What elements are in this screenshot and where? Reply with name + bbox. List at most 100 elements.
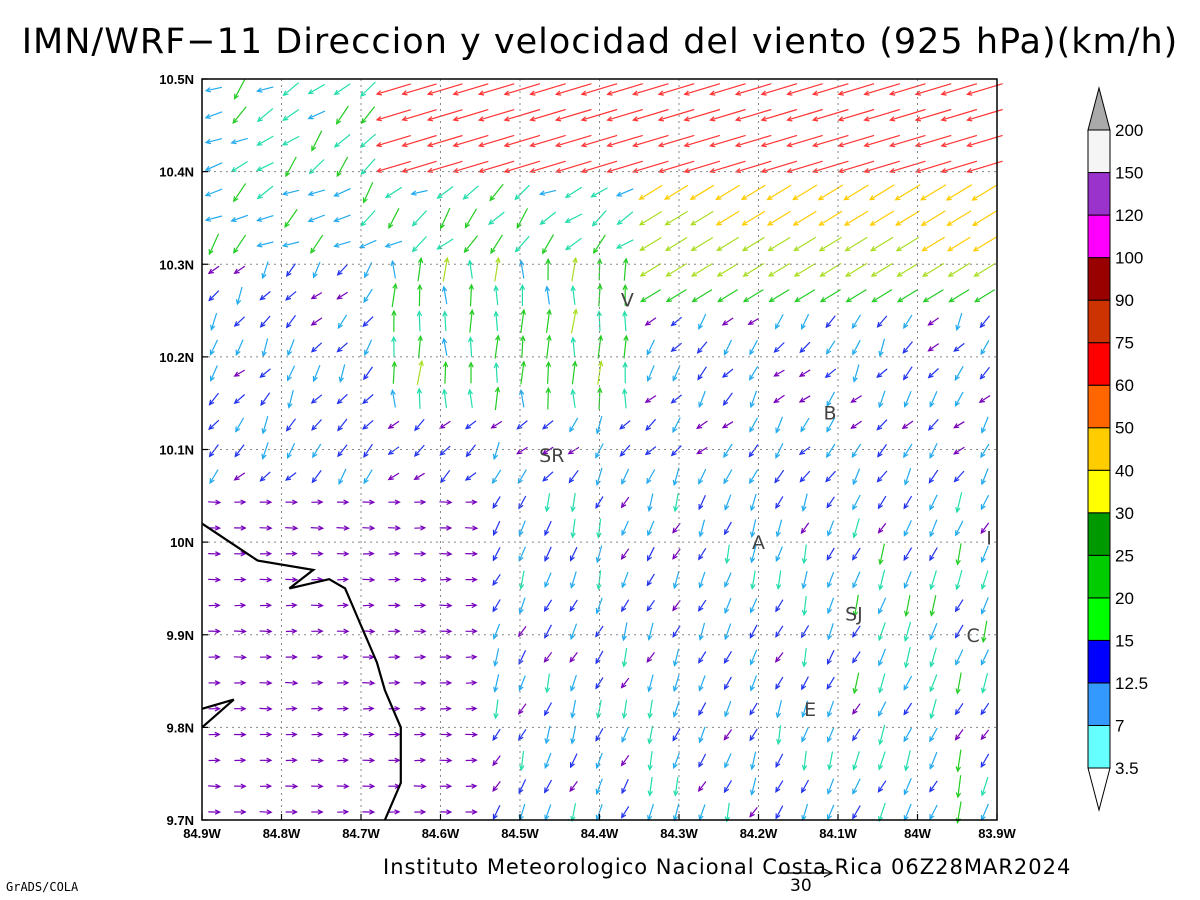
wind-arrow-shaft: [607, 83, 643, 95]
wind-arrow-shaft: [741, 184, 766, 200]
colorbar-level-label: 40: [1115, 461, 1134, 480]
wind-arrow-shaft: [463, 185, 479, 200]
wind-arrow-head: [927, 372, 934, 379]
wind-arrow-shaft: [515, 235, 530, 252]
wind-arrow-head: [979, 373, 986, 380]
wind-arrow-head: [647, 530, 653, 537]
wind-arrow: [544, 546, 552, 562]
wind-arrow-shaft: [565, 213, 583, 223]
wind-arrow-head: [940, 116, 947, 122]
wind-arrow: [539, 211, 557, 225]
wind-arrow-shaft: [363, 443, 373, 458]
wind-arrow: [570, 285, 576, 305]
wind-arrow-shaft: [492, 804, 501, 820]
wind-arrow: [801, 676, 809, 691]
wind-arrow-head: [233, 196, 239, 203]
wind-arrow-head: [620, 606, 627, 613]
wind-arrow-shaft: [674, 493, 679, 512]
wind-arrow-head: [723, 734, 730, 741]
wind-arrow-head: [774, 477, 780, 484]
wind-arrow-head: [518, 583, 525, 590]
wind-arrow-shaft: [956, 569, 963, 590]
wind-arrow-head: [878, 739, 884, 746]
wind-arrow-shaft: [851, 443, 862, 458]
wind-arrow: [974, 289, 996, 303]
wind-arrow: [362, 783, 376, 789]
wind-arrow: [311, 654, 324, 660]
wind-arrow-shaft: [334, 241, 351, 247]
wind-arrow-shaft: [852, 703, 861, 715]
wind-arrow: [259, 809, 273, 815]
wind-arrow-shaft: [903, 727, 913, 742]
wind-arrow: [721, 421, 734, 429]
wind-arrow-head: [233, 321, 240, 327]
wind-arrow: [307, 189, 325, 197]
wind-arrow-head: [878, 608, 883, 615]
wind-arrow: [468, 361, 474, 384]
wind-arrow-shaft: [787, 83, 823, 95]
wind-arrow: [208, 809, 222, 815]
wind-arrow: [542, 471, 554, 482]
wind-arrow: [672, 548, 681, 560]
wind-arrow-head: [597, 360, 604, 367]
wind-arrow-head: [672, 553, 678, 560]
wind-arrow-shaft: [930, 570, 937, 590]
wind-arrow-shaft: [633, 160, 669, 173]
wind-arrow-head: [615, 191, 623, 197]
wind-arrow: [696, 446, 708, 455]
wind-arrow: [691, 289, 713, 303]
wind-arrow: [723, 521, 732, 536]
wind-arrow: [426, 109, 463, 122]
wind-arrow: [621, 520, 629, 537]
wind-arrow: [209, 365, 218, 382]
wind-arrow: [259, 499, 273, 505]
wind-arrow-head: [742, 271, 749, 277]
wind-arrow: [261, 261, 269, 280]
wind-arrow-head: [722, 399, 729, 407]
wind-arrow-head: [826, 683, 832, 690]
wind-arrow: [234, 525, 247, 531]
wind-arrow-shaft: [593, 234, 606, 254]
wind-arrow-head: [749, 401, 755, 409]
wind-arrow-head: [646, 580, 652, 587]
wind-arrow-head: [697, 374, 703, 381]
wind-arrow-shaft: [928, 418, 939, 431]
wind-arrow: [775, 546, 783, 563]
wind-arrow-head: [622, 361, 628, 368]
wind-arrow-shaft: [360, 158, 376, 175]
wind-arrow: [776, 570, 782, 591]
wind-arrow: [542, 420, 554, 430]
wind-arrow-shaft: [878, 648, 887, 666]
wind-arrow: [440, 576, 452, 583]
wind-arrow-head: [418, 359, 424, 367]
wind-arrow-shaft: [749, 469, 759, 484]
wind-arrow: [210, 312, 218, 332]
wind-arrow-head: [721, 320, 728, 326]
wind-arrow-head: [452, 116, 459, 122]
wind-arrow-head: [439, 450, 446, 456]
wind-arrow-head: [723, 478, 729, 485]
wind-arrow-head: [214, 602, 221, 609]
x-tick-label: 83.9W: [978, 826, 1016, 841]
wind-arrow-shaft: [311, 470, 322, 483]
wind-arrow-shaft: [621, 806, 630, 818]
wind-arrow: [544, 624, 552, 639]
colorbar-swatch: [1087, 554, 1111, 599]
wind-arrow-head: [749, 709, 755, 716]
wind-arrow-shaft: [283, 241, 300, 247]
wind-arrow-head: [240, 783, 247, 789]
wind-arrow: [903, 468, 912, 486]
wind-arrow: [543, 599, 553, 613]
wind-arrow: [569, 753, 578, 769]
wind-arrow-shaft: [402, 83, 437, 95]
wind-arrow: [683, 108, 721, 122]
wind-arrow-head: [723, 529, 730, 536]
wind-arrow: [375, 83, 411, 96]
wind-arrow-head: [494, 386, 501, 393]
wind-arrow-head: [317, 628, 324, 634]
wind-arrow-head: [592, 247, 599, 255]
wind-arrow: [417, 283, 423, 307]
wind-arrow-shaft: [775, 780, 784, 793]
